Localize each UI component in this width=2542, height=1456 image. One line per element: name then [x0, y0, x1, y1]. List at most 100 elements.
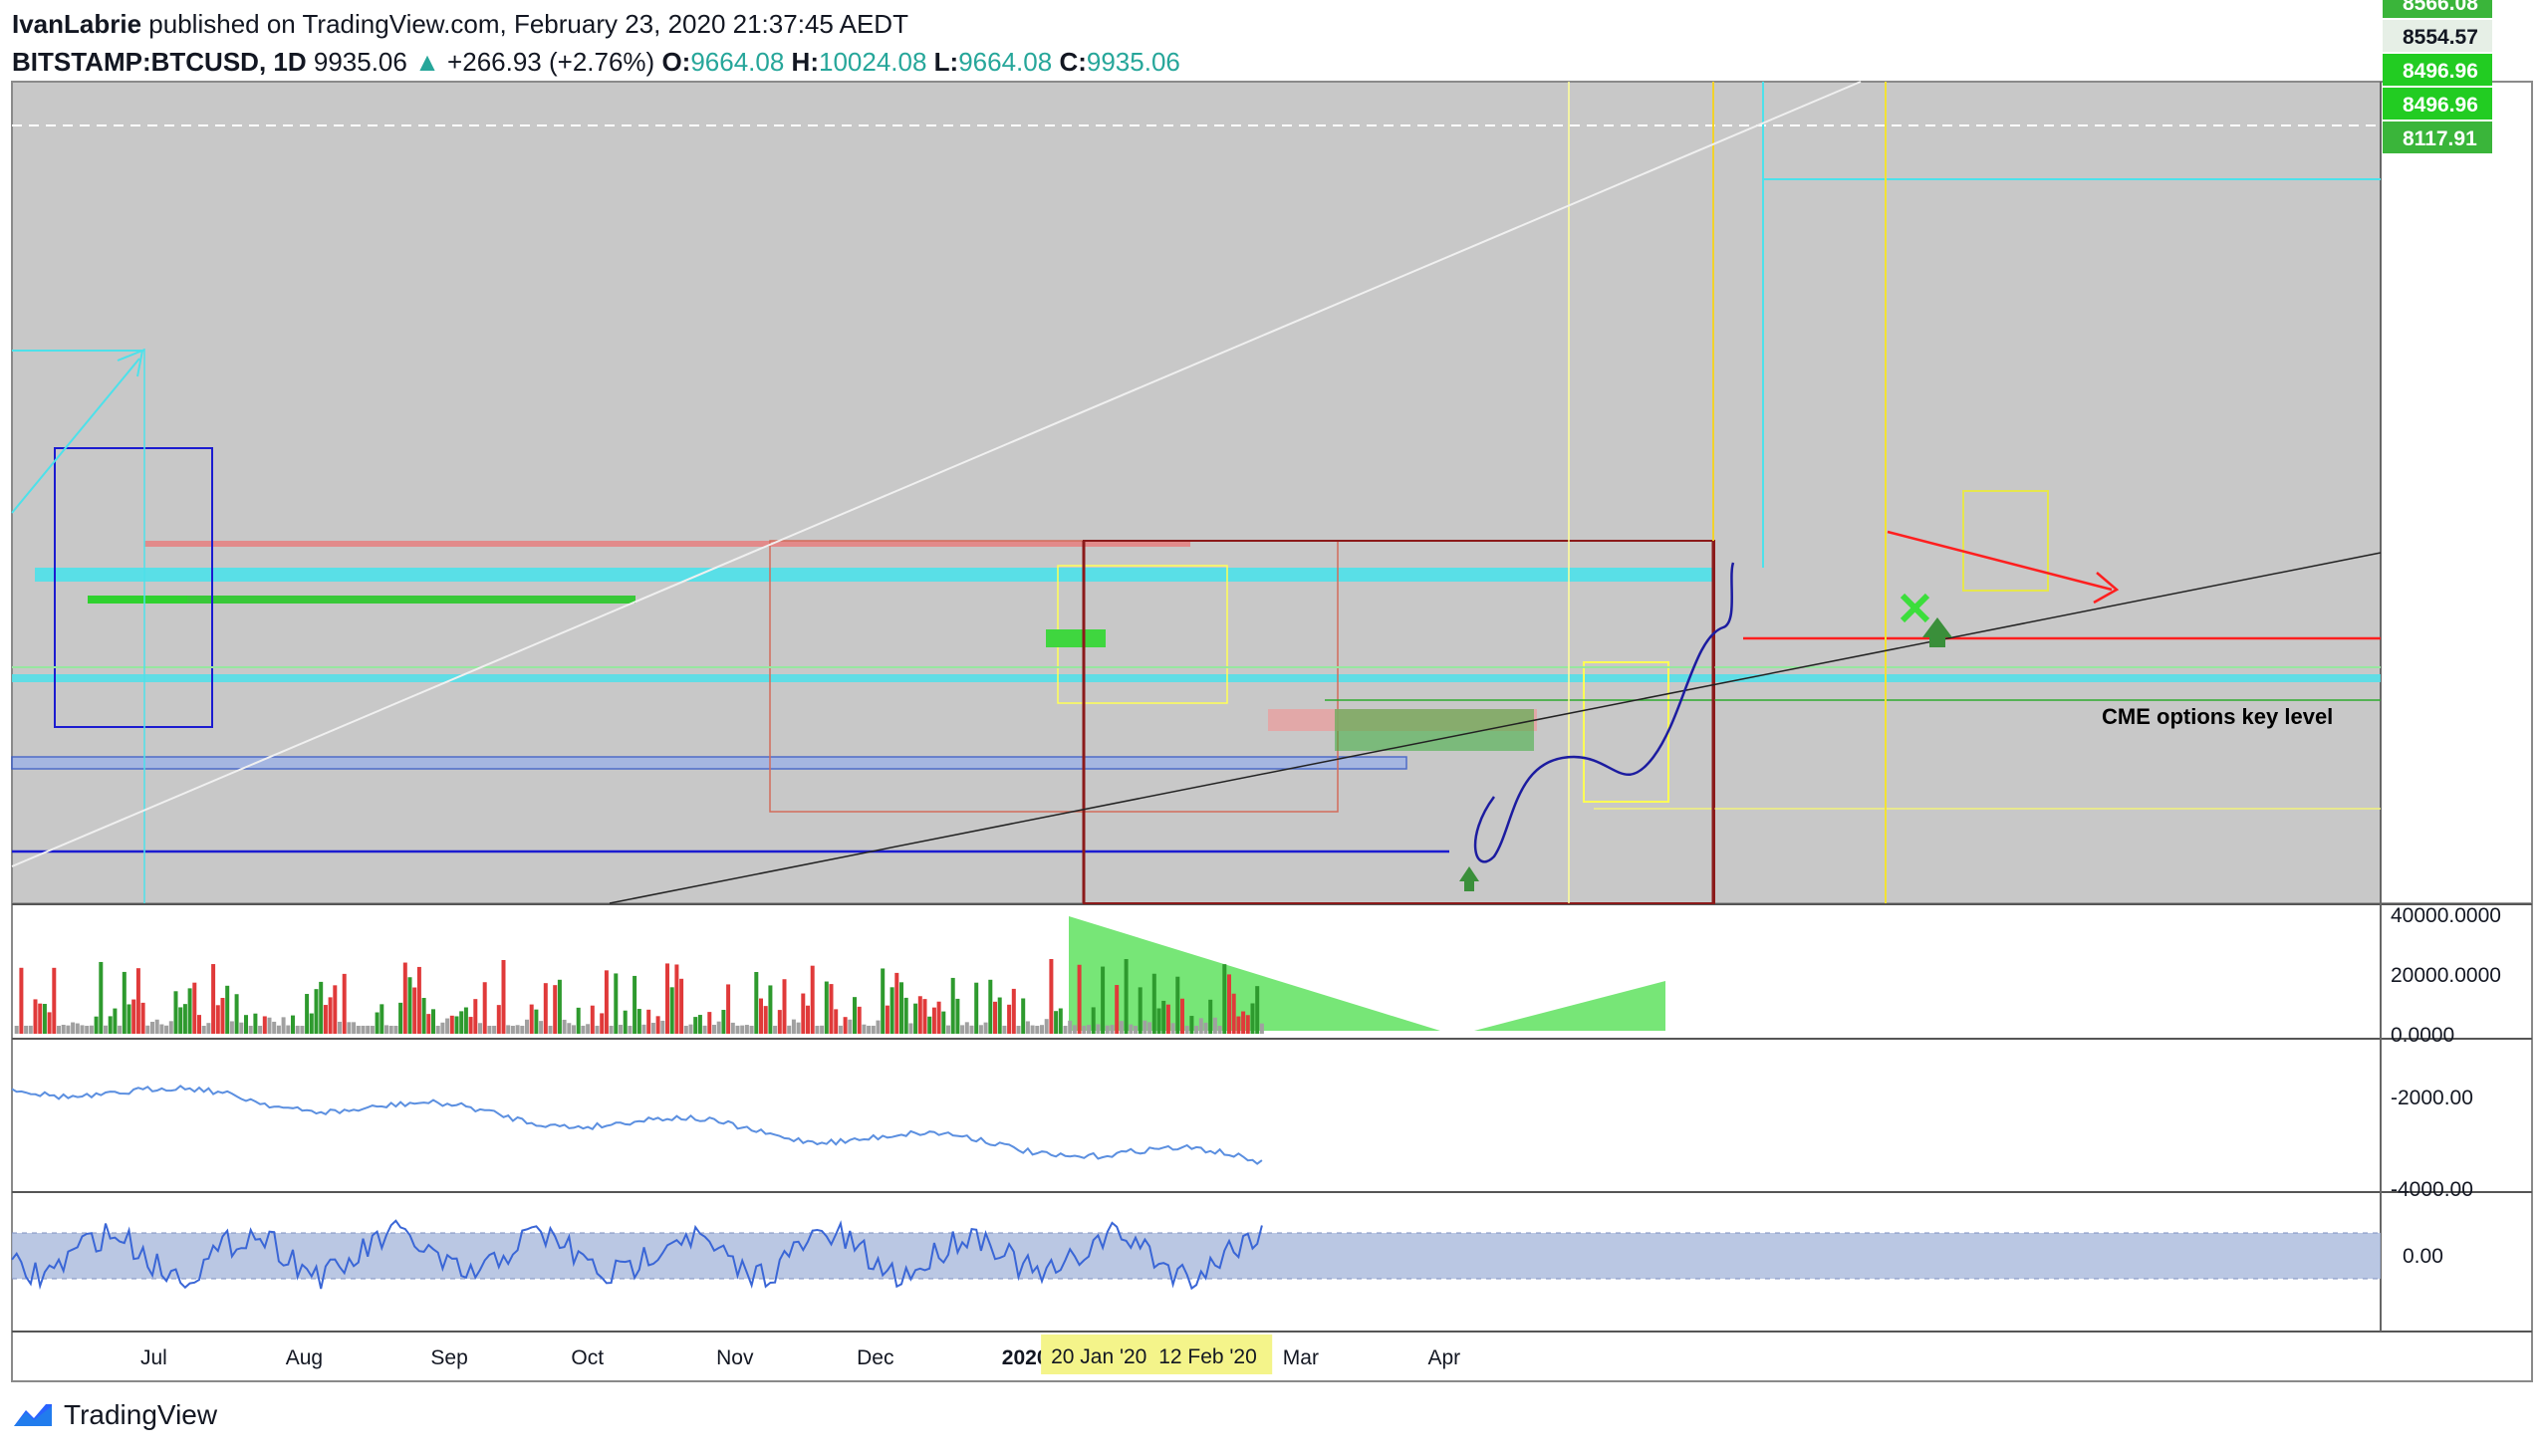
volume-bar [197, 1015, 201, 1034]
volume-bar [665, 963, 669, 1034]
volume-bar [253, 1013, 258, 1034]
volume-bar [1030, 1025, 1035, 1034]
volume-bar [416, 966, 421, 1034]
green-x-icon [1900, 593, 1930, 623]
volume-bar [305, 994, 310, 1034]
volume-bar [1212, 1017, 1217, 1034]
cme-annotation-label[interactable]: CME options key level [2102, 704, 2333, 729]
volume-bar [421, 998, 426, 1034]
price-label-value: 8496.96 [2403, 94, 2478, 117]
volume-series [14, 916, 1665, 1034]
volume-bar [342, 973, 347, 1034]
volume-bar [1189, 1016, 1194, 1034]
symbol-line: BITSTAMP:BTCUSD, 1D 9935.06 ▲ +266.93 (+… [12, 44, 1180, 80]
volume-bar [936, 1001, 941, 1034]
indicator-series [11, 1085, 1263, 1165]
volume-bar [908, 1023, 913, 1034]
volume-bar [229, 1021, 234, 1034]
blue-box [54, 447, 213, 728]
author-name[interactable]: IvanLabrie [12, 9, 142, 39]
open-value: 9664.08 [690, 47, 785, 77]
volume-bar [1035, 1025, 1040, 1034]
volume-bar [548, 1025, 553, 1034]
date-marker-box [1148, 1335, 1273, 1374]
volume-bar [361, 1025, 366, 1034]
volume-bar [154, 1019, 159, 1034]
volume-bar [876, 1020, 881, 1034]
volume-bar [623, 1010, 628, 1034]
volume-bar [173, 991, 178, 1034]
volume-bar [113, 1008, 118, 1034]
volume-bar [1217, 1025, 1222, 1034]
price-label-box [2383, 20, 2492, 52]
volume-bar [838, 1025, 843, 1034]
volume-bar [468, 1017, 473, 1034]
volume-bar [853, 997, 857, 1034]
drawings-layer [11, 81, 2382, 904]
volume-bar [899, 982, 903, 1034]
volume-bar [1072, 1025, 1077, 1034]
volume-bar [375, 1012, 380, 1034]
volume-bar [688, 1024, 693, 1034]
date-marker-box [1041, 1335, 1165, 1374]
volume-bar [75, 1023, 80, 1034]
volume-bar [1082, 1025, 1087, 1034]
rsi-line [11, 1219, 1263, 1291]
volume-bar [862, 1024, 867, 1034]
volume-bar [562, 1019, 567, 1034]
volume-bar [319, 981, 324, 1034]
volume-bar [295, 1025, 300, 1034]
volume-bar [628, 1025, 633, 1034]
volume-bar [239, 1022, 244, 1034]
indicator-tick-label: -2000.00 [2391, 1087, 2473, 1109]
volume-bar [759, 998, 763, 1034]
volume-bar [168, 1021, 173, 1034]
time-axis[interactable]: JulAugSepOctNovDec2020FebMarApr20 Jan '2… [140, 1335, 1460, 1374]
volume-bar [950, 977, 955, 1034]
green-dec-zone [1335, 709, 1534, 751]
price-axis[interactable]: 9935.068969.138566.088554.578496.968496.… [2383, 0, 2501, 1268]
volume-bar [258, 1026, 263, 1034]
volume-bar [744, 1025, 749, 1034]
cyan-support-zone [12, 674, 2381, 682]
volume-bar [323, 1005, 328, 1034]
volume-bar [272, 1021, 277, 1034]
volume-bar [791, 1019, 796, 1034]
volume-bar [740, 1025, 745, 1034]
volume-bar [47, 1012, 52, 1034]
published-text: published on TradingView.com, February 2… [148, 9, 908, 39]
symbol-name[interactable]: BITSTAMP:BTCUSD, 1D [12, 47, 307, 77]
volume-bar [768, 985, 773, 1034]
volume-bar [810, 965, 815, 1034]
volume-bar [127, 1004, 131, 1034]
volume-bar [843, 1017, 848, 1034]
volume-bar [553, 985, 558, 1034]
volume-bar [52, 967, 57, 1034]
volume-bar [244, 1015, 248, 1034]
volume-bar [178, 1007, 183, 1034]
volume-bar [716, 1021, 721, 1034]
volume-bar [131, 999, 136, 1034]
volume-bar [1129, 1024, 1134, 1034]
volume-bar [164, 1025, 169, 1034]
volume-bar [338, 1021, 342, 1034]
volume-bar [1101, 966, 1106, 1034]
volume-bar [525, 1019, 529, 1034]
cyan-arrow-icon [11, 349, 144, 514]
time-tick-label: Jul [140, 1346, 167, 1369]
volume-bar [806, 1005, 810, 1034]
volume-bar [506, 1025, 511, 1034]
tradingview-brand[interactable]: TradingView [64, 1399, 218, 1430]
up-arrow-icon: ▲ [414, 47, 440, 77]
volume-bar [735, 1025, 740, 1034]
green-oct-block [1046, 629, 1106, 647]
volume-bar [309, 1013, 314, 1034]
volume-bar [1151, 973, 1156, 1034]
volume-bar [201, 1026, 206, 1034]
volume-bar [576, 1007, 581, 1034]
volume-bar [1208, 999, 1213, 1034]
volume-bar [276, 1025, 281, 1034]
volume-bar [633, 975, 637, 1034]
volume-bar [927, 1016, 932, 1034]
